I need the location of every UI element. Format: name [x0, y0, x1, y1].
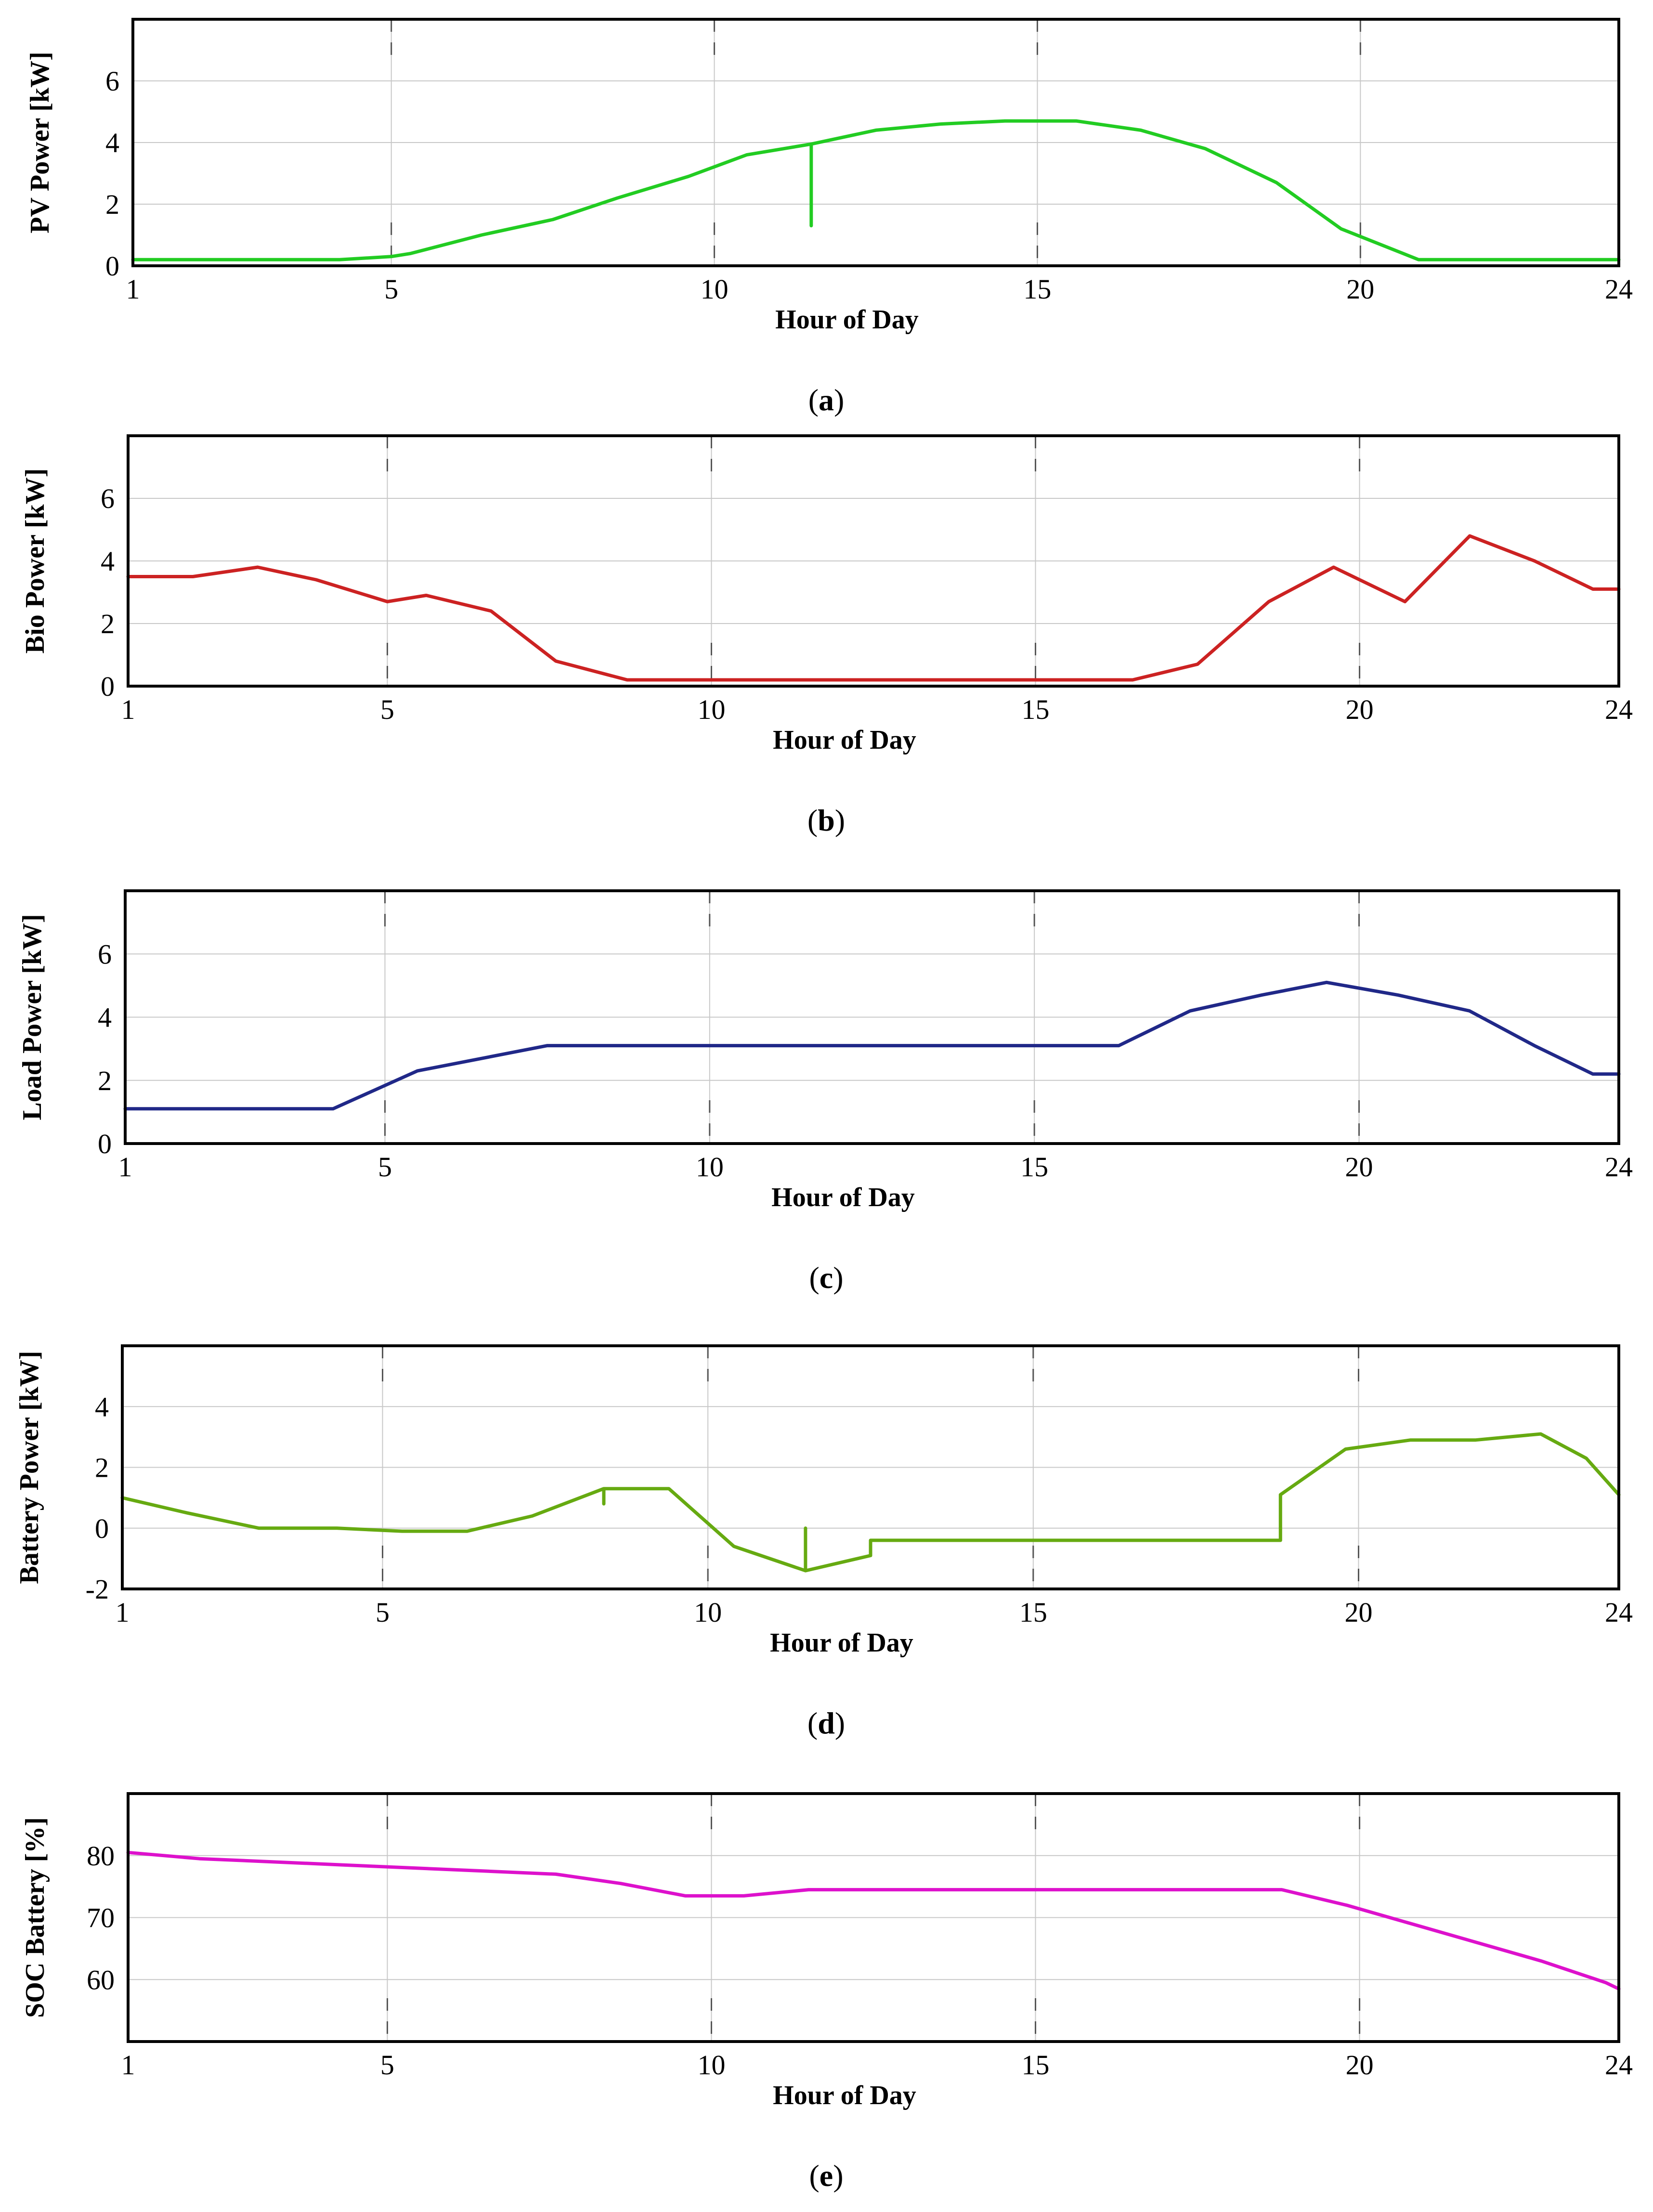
x-tick-label: 5 — [384, 273, 398, 305]
y-tick-label: 4 — [105, 127, 119, 158]
x-tick-label: 20 — [1346, 273, 1374, 305]
x-tick-label: 1 — [121, 2049, 135, 2081]
plot-frame — [127, 1792, 1620, 2043]
x-tick-label: 15 — [1022, 694, 1050, 725]
y-axis-title: SOC Battery [%] — [20, 1817, 50, 2018]
x-tick-label: 20 — [1345, 1151, 1373, 1183]
x-tick-label: 15 — [1022, 2049, 1050, 2081]
x-axis-title: Hour of Day — [773, 725, 916, 755]
x-tick-label: 10 — [697, 2049, 725, 2081]
y-tick-label: 2 — [105, 189, 119, 220]
x-tick-label: 1 — [126, 273, 140, 305]
y-axis-title: Load Power [kW] — [17, 914, 47, 1120]
x-axis-title: Hour of Day — [773, 2081, 916, 2110]
y-tick-label: 0 — [95, 1513, 109, 1544]
series-line-c — [123, 980, 1621, 1111]
y-tick-label: 6 — [105, 65, 119, 97]
x-axis-title: Hour of Day — [770, 1628, 913, 1658]
panel-caption: (d) — [807, 1706, 845, 1740]
x-tick-label: 24 — [1605, 694, 1633, 725]
x-tick-label: 10 — [696, 1151, 724, 1183]
x-tick-label: 5 — [380, 2049, 394, 2081]
x-axis-title: Hour of Day — [775, 305, 919, 335]
y-axis-title: Battery Power [kW] — [14, 1351, 44, 1584]
y-axis-title: PV Power [kW] — [25, 52, 55, 233]
y-tick-label: 4 — [98, 1002, 112, 1033]
x-tick-label: 24 — [1605, 1597, 1633, 1628]
x-tick-label: 10 — [697, 694, 725, 725]
x-tick-label: 1 — [116, 1597, 130, 1628]
y-tick-label: 4 — [95, 1391, 109, 1422]
y-tick-label: 2 — [98, 1065, 112, 1096]
x-tick-label: 20 — [1346, 694, 1374, 725]
series-line-a — [131, 119, 1621, 261]
plot-frame — [131, 18, 1620, 267]
series-line-d — [120, 1432, 1621, 1573]
x-tick-label: 20 — [1344, 1597, 1372, 1628]
x-tick-label: 24 — [1605, 2049, 1633, 2081]
x-tick-label: 10 — [694, 1597, 722, 1628]
y-tick-label: 0 — [101, 671, 115, 702]
x-tick-label: 5 — [376, 1597, 390, 1628]
panel-caption: (e) — [809, 2159, 843, 2193]
y-tick-label: 2 — [101, 608, 115, 639]
series-line-b — [126, 534, 1621, 682]
x-tick-label: 10 — [701, 273, 729, 305]
y-tick-label: 80 — [87, 1840, 115, 1872]
plot-frame — [127, 434, 1620, 688]
x-tick-label: 1 — [118, 1151, 132, 1183]
y-tick-label: -2 — [86, 1574, 109, 1605]
y-tick-label: 0 — [105, 250, 119, 282]
y-tick-label: 70 — [87, 1902, 115, 1934]
plot-frame — [124, 889, 1620, 1145]
x-tick-label: 5 — [380, 694, 394, 725]
x-tick-label: 24 — [1605, 273, 1633, 305]
y-tick-label: 6 — [101, 483, 115, 514]
x-tick-label: 15 — [1023, 273, 1051, 305]
x-axis-title: Hour of Day — [771, 1183, 915, 1212]
plot-frame — [121, 1344, 1620, 1590]
panel-caption: (a) — [808, 383, 845, 417]
y-tick-label: 0 — [98, 1128, 112, 1159]
x-tick-label: 1 — [121, 694, 135, 725]
y-tick-label: 4 — [101, 546, 115, 577]
y-tick-label: 6 — [98, 938, 112, 970]
y-tick-label: 2 — [95, 1452, 109, 1483]
series-line-e — [126, 1850, 1621, 1991]
y-axis-title: Bio Power [kW] — [20, 468, 50, 654]
panel-caption: (b) — [807, 803, 845, 837]
x-tick-label: 15 — [1019, 1597, 1047, 1628]
x-tick-label: 24 — [1605, 1151, 1633, 1183]
x-tick-label: 20 — [1346, 2049, 1374, 2081]
x-tick-label: 5 — [378, 1151, 392, 1183]
panel-caption: (c) — [809, 1261, 843, 1295]
x-tick-label: 15 — [1020, 1151, 1048, 1183]
y-tick-label: 60 — [87, 1964, 115, 1995]
